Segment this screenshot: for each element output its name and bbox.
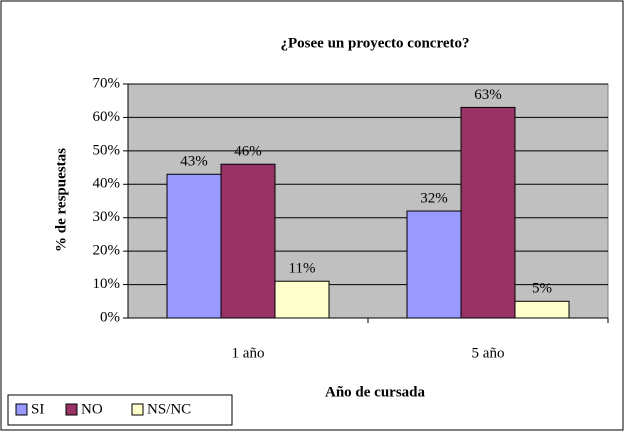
bar (460, 106, 516, 319)
value-label: 32% (420, 190, 448, 206)
value-label: 43% (180, 154, 208, 170)
y-tick-label: 0% (100, 309, 120, 325)
bar (220, 163, 276, 319)
x-tick-label: 5 año (472, 345, 505, 361)
value-label: 5% (532, 281, 552, 297)
y-axis-label: % de respuestas (53, 148, 69, 252)
bar (514, 300, 570, 319)
y-tick-label: 30% (93, 209, 121, 225)
y-tick-label: 20% (93, 243, 121, 259)
y-tick-label: 50% (93, 142, 121, 158)
legend-label: SI (31, 401, 44, 417)
bar (274, 280, 330, 319)
bar (406, 210, 462, 319)
y-tick-label: 40% (93, 176, 121, 192)
legend-label: NS/NC (147, 401, 191, 417)
value-label: 11% (289, 261, 316, 277)
x-tick-label: 1 año (232, 345, 265, 361)
value-label: 63% (474, 87, 502, 103)
y-tick-label: 70% (93, 75, 121, 91)
legend-swatch (65, 403, 78, 416)
y-tick-label: 10% (93, 276, 121, 292)
legend-box (7, 394, 233, 426)
x-axis-label: Año de cursada (325, 384, 426, 400)
legend-label: NO (81, 401, 103, 417)
legend-swatch (15, 403, 28, 416)
y-tick-label: 60% (93, 109, 121, 125)
value-label: 46% (234, 144, 262, 160)
bar (166, 173, 222, 319)
legend-swatch (131, 403, 144, 416)
chart-title: ¿Posee un proyecto concreto? (281, 35, 470, 51)
